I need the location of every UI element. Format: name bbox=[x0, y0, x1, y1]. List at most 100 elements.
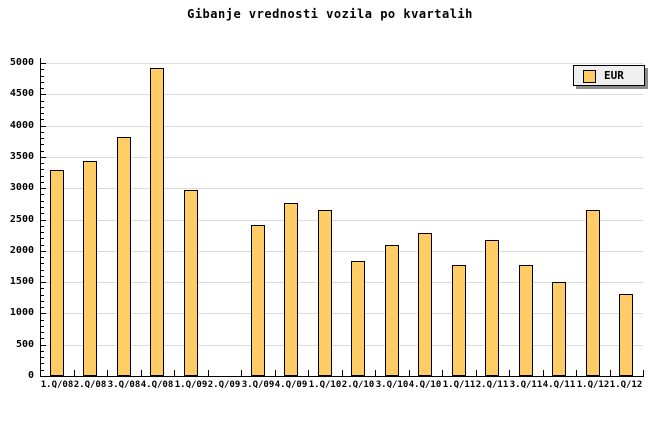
x-tick bbox=[208, 370, 209, 376]
x-axis-label-1-q-12: 1.Q/12 bbox=[609, 380, 643, 390]
y-minor-tick bbox=[41, 270, 44, 271]
y-minor-tick bbox=[41, 363, 44, 364]
y-minor-tick bbox=[41, 82, 44, 83]
bar-2-q-08 bbox=[83, 161, 97, 376]
y-minor-tick bbox=[41, 194, 44, 195]
x-tick bbox=[241, 370, 242, 376]
legend-label: EUR bbox=[604, 69, 624, 82]
y-major-tick-4000 bbox=[41, 126, 46, 127]
y-axis-label-3500: 3500 bbox=[9, 151, 34, 162]
gridline-y-1000 bbox=[40, 313, 643, 314]
x-tick bbox=[40, 370, 41, 376]
legend-swatch-eur bbox=[583, 70, 596, 83]
x-tick bbox=[442, 370, 443, 376]
y-minor-tick bbox=[41, 245, 44, 246]
bar-4-q-10 bbox=[418, 233, 432, 376]
y-minor-tick bbox=[41, 151, 44, 152]
y-minor-tick bbox=[41, 138, 44, 139]
x-axis-label-4-q-08: 4.Q/08 bbox=[140, 380, 174, 390]
y-axis-label-0: 0 bbox=[27, 370, 34, 381]
bar-2-q-11 bbox=[485, 240, 499, 376]
y-minor-tick bbox=[41, 76, 44, 77]
y-minor-tick bbox=[41, 301, 44, 302]
x-axis-label-4-q-09: 4.Q/09 bbox=[274, 380, 308, 390]
y-major-tick-2500 bbox=[41, 220, 46, 221]
x-tick bbox=[409, 370, 410, 376]
bar-1-q-12 bbox=[586, 210, 600, 376]
gridline-y-1500 bbox=[40, 282, 643, 283]
y-major-tick-4500 bbox=[41, 94, 46, 95]
y-axis-label-1500: 1500 bbox=[9, 276, 34, 287]
x-tick bbox=[74, 370, 75, 376]
bar-4-q-08 bbox=[150, 68, 164, 376]
x-axis-line bbox=[40, 376, 644, 377]
y-axis-label-500: 500 bbox=[15, 339, 34, 350]
y-major-tick-1500 bbox=[41, 282, 46, 283]
y-major-tick-1000 bbox=[41, 313, 46, 314]
x-axis-label-4-q-11: 4.Q/11 bbox=[542, 380, 576, 390]
gridline-y-4000 bbox=[40, 126, 643, 127]
bar-4-q-11 bbox=[552, 282, 566, 376]
y-minor-tick bbox=[41, 107, 44, 108]
y-axis-label-2000: 2000 bbox=[9, 245, 34, 256]
bar-1-q-08 bbox=[50, 170, 64, 376]
x-axis-label-1-q-10: 1.Q/10 bbox=[308, 380, 342, 390]
y-minor-tick bbox=[41, 326, 44, 327]
y-minor-tick bbox=[41, 101, 44, 102]
y-minor-tick bbox=[41, 263, 44, 264]
x-axis-label-2-q-11: 2.Q/11 bbox=[475, 380, 509, 390]
y-axis-label-4000: 4000 bbox=[9, 120, 34, 131]
y-minor-tick bbox=[41, 232, 44, 233]
x-tick bbox=[141, 370, 142, 376]
x-tick bbox=[342, 370, 343, 376]
y-minor-tick bbox=[41, 163, 44, 164]
y-minor-tick bbox=[41, 132, 44, 133]
y-major-tick-500 bbox=[41, 345, 46, 346]
y-axis-line bbox=[40, 58, 41, 376]
y-minor-tick bbox=[41, 295, 44, 296]
y-minor-tick bbox=[41, 69, 44, 70]
y-minor-tick bbox=[41, 238, 44, 239]
y-minor-tick bbox=[41, 357, 44, 358]
y-minor-tick bbox=[41, 182, 44, 183]
x-axis-label-1-q-11: 1.Q/11 bbox=[442, 380, 476, 390]
y-axis-label-5000: 5000 bbox=[9, 57, 34, 68]
x-axis-label-1-q-09: 1.Q/09 bbox=[174, 380, 208, 390]
x-axis-label-4-q-10: 4.Q/10 bbox=[408, 380, 442, 390]
x-tick bbox=[107, 370, 108, 376]
y-axis-label-4500: 4500 bbox=[9, 88, 34, 99]
y-minor-tick bbox=[41, 320, 44, 321]
x-tick bbox=[174, 370, 175, 376]
x-axis-label-2-q-09: 2.Q/09 bbox=[207, 380, 241, 390]
y-minor-tick bbox=[41, 88, 44, 89]
y-minor-tick bbox=[41, 307, 44, 308]
bar-1-q-10 bbox=[318, 210, 332, 376]
bar-3-q-09 bbox=[251, 225, 265, 376]
x-axis-label-3-q-08: 3.Q/08 bbox=[107, 380, 141, 390]
y-minor-tick bbox=[41, 276, 44, 277]
y-minor-tick bbox=[41, 144, 44, 145]
y-axis-label-2500: 2500 bbox=[9, 214, 34, 225]
y-minor-tick bbox=[41, 113, 44, 114]
y-minor-tick bbox=[41, 201, 44, 202]
x-axis-label-3-q-11: 3.Q/11 bbox=[509, 380, 543, 390]
bar-1-q-09 bbox=[184, 190, 198, 376]
y-minor-tick bbox=[41, 207, 44, 208]
y-minor-tick bbox=[41, 169, 44, 170]
x-tick bbox=[476, 370, 477, 376]
bar-3-q-11 bbox=[519, 265, 533, 376]
gridline-y-5000 bbox=[40, 63, 643, 64]
y-major-tick-0 bbox=[41, 376, 46, 377]
x-axis-label-1-q-12: 1.Q/12 bbox=[576, 380, 610, 390]
y-minor-tick bbox=[41, 257, 44, 258]
y-minor-tick bbox=[41, 288, 44, 289]
x-axis-label-3-q-10: 3.Q/10 bbox=[375, 380, 409, 390]
gridline-y-3000 bbox=[40, 188, 643, 189]
x-tick bbox=[576, 370, 577, 376]
y-minor-tick bbox=[41, 370, 44, 371]
bar-3-q-10 bbox=[385, 245, 399, 376]
chart-title: Gibanje vrednosti vozila po kvartalih bbox=[187, 7, 473, 21]
x-axis-label-2-q-08: 2.Q/08 bbox=[73, 380, 107, 390]
